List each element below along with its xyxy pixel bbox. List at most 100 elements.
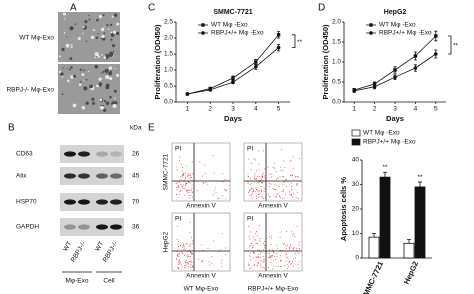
flow-dot bbox=[282, 176, 284, 178]
data-point bbox=[254, 60, 258, 64]
data-point bbox=[254, 65, 258, 69]
micrograph-speck bbox=[64, 18, 66, 20]
flow-dot bbox=[182, 167, 183, 169]
flow-dot bbox=[192, 243, 193, 245]
lane-label: WT bbox=[94, 240, 105, 252]
flow-dot bbox=[177, 251, 178, 253]
flow-dot bbox=[249, 238, 251, 240]
flow-dot bbox=[292, 174, 294, 176]
flow-dot bbox=[289, 246, 291, 248]
kda-value: 36 bbox=[132, 224, 140, 231]
flow-dot bbox=[283, 265, 285, 267]
data-point bbox=[413, 66, 418, 70]
flow-dot bbox=[276, 265, 278, 267]
flow-dot bbox=[263, 190, 265, 192]
legend-swatch bbox=[351, 129, 361, 137]
flow-dot bbox=[178, 267, 179, 269]
flow-dot bbox=[221, 266, 223, 267]
flow-dot bbox=[190, 263, 192, 265]
flow-dot bbox=[178, 193, 180, 195]
flow-dot bbox=[220, 262, 222, 264]
flow-dot bbox=[200, 244, 202, 246]
data-point bbox=[372, 82, 377, 86]
micrograph-speck bbox=[109, 51, 114, 56]
micrograph-speck bbox=[62, 12, 66, 16]
flow-dot bbox=[250, 187, 252, 189]
flow-dot bbox=[289, 160, 291, 162]
blot-band bbox=[110, 199, 122, 205]
data-point bbox=[393, 68, 397, 72]
flow-dot bbox=[202, 181, 204, 183]
flow-dot bbox=[273, 256, 275, 257]
flow-dot bbox=[278, 186, 280, 187]
flow-dot bbox=[279, 236, 281, 238]
flow-plot bbox=[171, 142, 231, 202]
flow-dot bbox=[296, 183, 298, 184]
flow-dot bbox=[262, 176, 264, 178]
y-tick-label: 0.0 bbox=[164, 99, 173, 106]
flow-dot bbox=[261, 196, 263, 198]
flow-dot bbox=[181, 251, 183, 253]
flow-dot bbox=[253, 245, 255, 246]
significance-label: ** bbox=[382, 164, 388, 171]
flow-dot bbox=[262, 249, 264, 251]
flow-dot bbox=[292, 234, 294, 236]
flow-dot bbox=[257, 266, 259, 268]
y-tick-label: 2.5 bbox=[164, 19, 173, 26]
kda-value: 70 bbox=[132, 199, 140, 206]
micrograph-speck bbox=[116, 22, 120, 26]
flow-dot bbox=[248, 264, 249, 266]
micrograph-speck bbox=[63, 31, 66, 34]
blot-band bbox=[64, 199, 76, 205]
flow-dot bbox=[182, 252, 184, 254]
flow-dot bbox=[205, 182, 207, 184]
flow-dot bbox=[268, 266, 269, 268]
flow-dot bbox=[282, 198, 284, 200]
flow-dot bbox=[221, 259, 223, 261]
flow-dot bbox=[293, 178, 295, 180]
micrograph-speck bbox=[112, 103, 117, 109]
y-tick-label: 0.0 bbox=[332, 99, 341, 106]
flow-dot bbox=[283, 197, 285, 199]
micrograph-speck bbox=[101, 72, 103, 74]
flow-dot bbox=[182, 173, 184, 175]
blot-band bbox=[110, 224, 122, 230]
blot-band bbox=[78, 199, 90, 205]
flow-dot bbox=[290, 244, 292, 246]
flow-dot bbox=[292, 233, 294, 235]
flow-dot bbox=[259, 253, 261, 255]
flow-dot bbox=[250, 188, 252, 190]
legend-label: RBPJ+/+ Mφ -Exo bbox=[363, 139, 416, 146]
flow-dot bbox=[250, 267, 252, 269]
flow-dot bbox=[278, 265, 280, 267]
flow-dot bbox=[177, 256, 179, 258]
flow-dot bbox=[268, 255, 270, 257]
group-label: Cell bbox=[103, 278, 115, 285]
flow-dot bbox=[177, 184, 179, 186]
flow-dot bbox=[184, 265, 186, 266]
flow-row-label: SMMC-7721 bbox=[163, 153, 170, 190]
flow-dot bbox=[248, 255, 250, 257]
y-tick-label: 1.5 bbox=[332, 39, 341, 46]
micrograph-speck bbox=[61, 75, 64, 78]
micrograph-speck bbox=[99, 98, 103, 102]
blot-band bbox=[64, 224, 76, 230]
flow-dot bbox=[224, 190, 226, 191]
flow-dot bbox=[225, 247, 227, 249]
flow-dot bbox=[253, 253, 255, 255]
flow-dot bbox=[297, 197, 299, 199]
legend-marker bbox=[369, 31, 373, 35]
flow-dot bbox=[256, 231, 258, 233]
flow-dot bbox=[249, 256, 251, 258]
flow-dot bbox=[186, 260, 188, 262]
flow-dot bbox=[191, 191, 193, 193]
flow-dot bbox=[297, 263, 299, 265]
flow-dot bbox=[248, 190, 250, 192]
micrograph-speck bbox=[111, 102, 114, 105]
flow-dot bbox=[176, 189, 178, 190]
flow-dot bbox=[294, 252, 296, 254]
flow-dot bbox=[204, 164, 206, 166]
flow-dot bbox=[210, 262, 212, 264]
flow-dot bbox=[293, 265, 295, 267]
micrograph-speck bbox=[97, 33, 99, 35]
